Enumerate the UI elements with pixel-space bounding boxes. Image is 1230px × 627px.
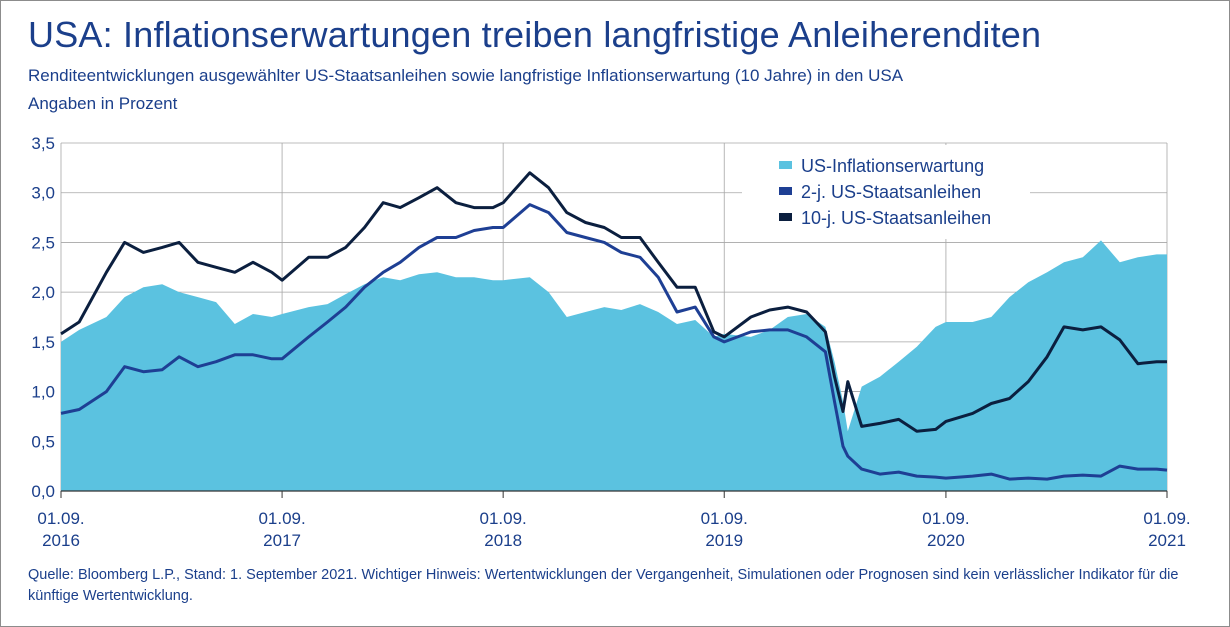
x-tick-label-day: 01.09. [480, 509, 527, 528]
two-year-yield-line [60, 203, 1168, 481]
yield-lines-layer [60, 171, 1168, 481]
legend-item-ten-year-swatch [779, 213, 792, 221]
x-tick-label-year: 2018 [484, 531, 522, 550]
y-tick-label: 3,0 [31, 184, 55, 203]
legend-item-inflation-swatch [779, 161, 792, 169]
x-tick-label-year: 2019 [705, 531, 743, 550]
x-tick-label-year: 2020 [927, 531, 965, 550]
y-tick-label: 3,5 [31, 134, 55, 153]
y-tick-label: 1,5 [31, 333, 55, 352]
x-tick-label-day: 01.09. [922, 509, 969, 528]
x-tick-label-day: 01.09. [258, 509, 305, 528]
y-tick-label: 2,5 [31, 233, 55, 252]
y-tick-label: 0,5 [31, 432, 55, 451]
legend-item-two-year-swatch [779, 187, 792, 195]
line-chart: 0,0 0,5 1,0 1,5 2,0 2,5 3,0 3,5 01.09. 2016 01.09.… [31, 134, 1190, 550]
unit-label: Angaben in Prozent [28, 94, 178, 113]
x-tick-label-day: 01.09. [1143, 509, 1190, 528]
chart-title: USA: Inflationserwartungen treiben langf… [28, 14, 1042, 55]
y-tick-label: 1,0 [31, 383, 55, 402]
y-tick-label: 0,0 [31, 482, 55, 501]
legend: US-Inflationserwartung 2-j. US-Staatsanle… [742, 145, 1030, 239]
x-tick-label-year: 2016 [42, 531, 80, 550]
source-note: Quelle: Bloomberg L.P., Stand: 1. Septem… [28, 567, 1179, 604]
axes: 0,0 0,5 1,0 1,5 2,0 2,5 3,0 3,5 01.09. 2016 01.09.… [31, 134, 1190, 550]
legend-item-two-year-label: 2-j. US-Staatsanleihen [801, 182, 981, 202]
y-tick-label: 2,0 [31, 283, 55, 302]
x-tick-label-year: 2021 [1148, 531, 1186, 550]
chart-subtitle: Renditeentwicklungen ausgewählter US-Sta… [28, 66, 904, 85]
inflation-expectation-area [61, 240, 1167, 491]
x-tick-label-day: 01.09. [37, 509, 84, 528]
x-tick-label-day: 01.09. [701, 509, 748, 528]
inflation-area-layer [61, 240, 1167, 491]
ten-year-yield-line [60, 171, 1167, 433]
legend-item-inflation-label: US-Inflationserwartung [801, 156, 984, 176]
legend-item-ten-year-label: 10-j. US-Staatsanleihen [801, 208, 991, 228]
x-tick-label-year: 2017 [263, 531, 301, 550]
